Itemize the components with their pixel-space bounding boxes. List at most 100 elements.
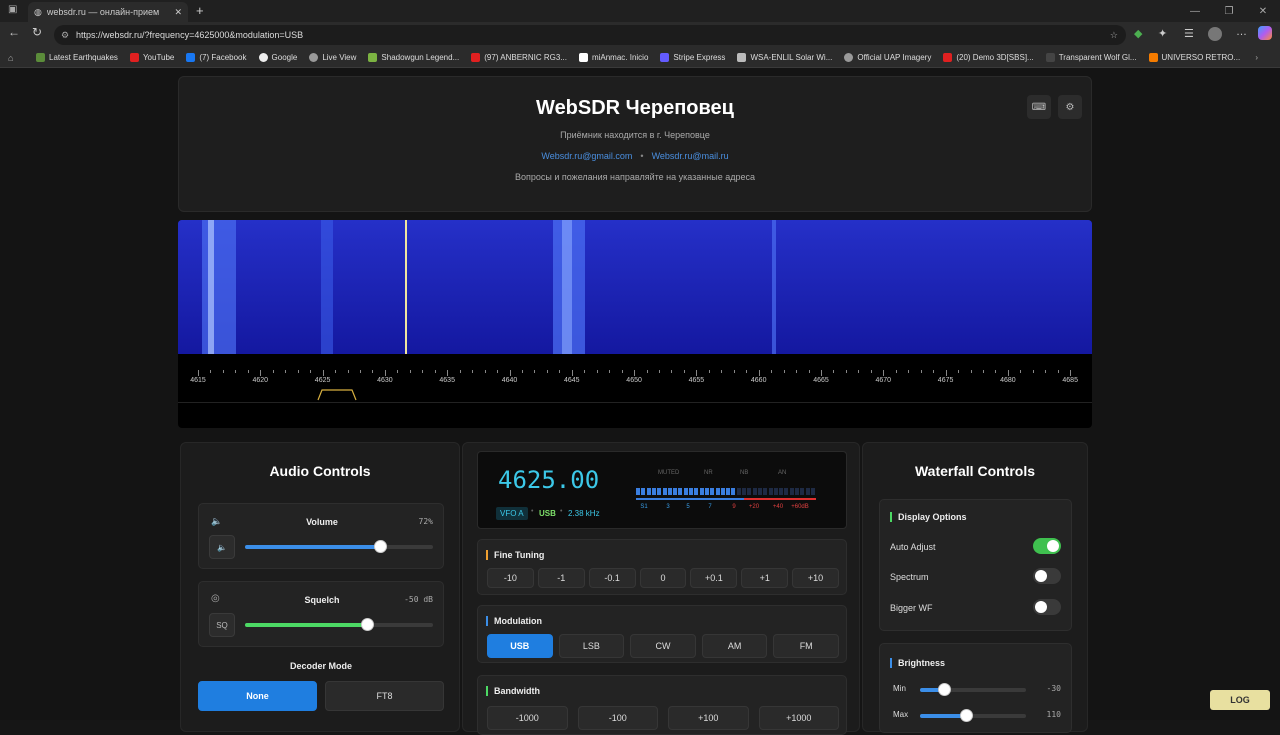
min-knob[interactable] [938, 683, 951, 696]
copilot-icon[interactable] [1258, 26, 1272, 40]
gear-icon: ⚙ [1065, 101, 1075, 113]
favorite-star-icon[interactable]: ☆ [1109, 29, 1118, 40]
mode-fm-button[interactable]: FM [773, 634, 839, 658]
bookmark-item[interactable]: Live View [303, 53, 362, 62]
close-tab-icon[interactable]: ✕ [174, 6, 182, 17]
passband-marker[interactable] [314, 388, 364, 402]
shield-extension-icon[interactable]: ◆ [1134, 28, 1143, 40]
scale-minor-tick [796, 370, 798, 373]
fine-tune-button[interactable]: -10 [487, 568, 534, 588]
decoder-none-button[interactable]: None [198, 681, 317, 711]
email-link-gmail[interactable]: Websdr.ru@gmail.com [541, 151, 633, 161]
bookmark-item[interactable]: WSA-ENLIL Solar Wi... [731, 53, 838, 62]
scale-major-tick [945, 370, 947, 376]
auto-adjust-toggle[interactable] [1033, 538, 1061, 554]
squelch-slider[interactable] [245, 618, 433, 631]
site-info-icon[interactable]: ⚙ [61, 29, 70, 40]
email-link-mail[interactable]: Websdr.ru@mail.ru [651, 151, 729, 161]
restore-icon[interactable]: ❐ [1224, 5, 1234, 17]
bookmark-item[interactable]: YouTube [124, 53, 180, 62]
min-label: Min [893, 684, 906, 693]
fine-tune-button[interactable]: -0.1 [588, 568, 636, 588]
squelch-knob[interactable] [361, 618, 375, 631]
squelch-button[interactable]: SQ [209, 613, 235, 637]
bookmarks-menu-icon[interactable]: ⌂ [8, 52, 14, 63]
volume-slider[interactable] [245, 540, 433, 553]
refresh-icon[interactable]: ↻ [32, 25, 43, 39]
scale-minor-tick [858, 370, 860, 373]
bookmark-item[interactable]: Official UAP Imagery [838, 53, 937, 62]
bookmarks-bar: ⌂ Latest Earthquakes YouTube (7) Faceboo… [0, 48, 1280, 68]
bookmark-item[interactable]: Google [253, 53, 304, 62]
location-subtitle: Приёмник находится в г. Череповце [560, 130, 710, 140]
frequency-readout[interactable]: 4625.00 [498, 466, 600, 494]
max-knob[interactable] [960, 709, 973, 722]
fine-tune-button[interactable]: +0.1 [690, 568, 738, 588]
bookmark-item[interactable]: Stripe Express [654, 53, 731, 62]
earthquake-icon [36, 53, 45, 62]
mode-cw-button[interactable]: CW [630, 634, 696, 658]
volume-knob[interactable] [374, 540, 388, 553]
bookmark-label: Stripe Express [673, 53, 726, 62]
url-text: https://websdr.ru/?frequency=4625000&mod… [76, 30, 304, 40]
decoder-ft8-button[interactable]: FT8 [325, 681, 444, 711]
bookmark-item[interactable]: Shadowgun Legend... [362, 53, 465, 62]
mode-am-button[interactable]: AM [701, 634, 768, 658]
bandwidth-button[interactable]: +1000 [758, 706, 839, 730]
brightness-min-slider[interactable] [920, 683, 1026, 696]
spectrum-toggle[interactable] [1033, 568, 1061, 584]
fine-tune-button[interactable]: 0 [639, 568, 687, 588]
bigger-wf-toggle[interactable] [1033, 599, 1061, 615]
bookmark-item[interactable]: Latest Earthquakes [30, 53, 124, 62]
bandwidth-button[interactable]: +100 [668, 706, 749, 730]
bookmark-item[interactable]: (97) ANBERNIC RG3... [465, 53, 573, 62]
settings-button[interactable]: ⚙ [1058, 95, 1082, 119]
bookmark-item[interactable]: miAnmac. Inicio [573, 53, 654, 62]
scale-minor-tick [1032, 370, 1034, 373]
url-field[interactable]: ⚙ https://websdr.ru/?frequency=4625000&m… [54, 25, 1126, 45]
profile-avatar[interactable] [1208, 27, 1222, 41]
new-tab-icon[interactable]: + [196, 3, 204, 18]
meter-scale-label: +60dB [791, 504, 809, 510]
bookmark-item[interactable]: UNIVERSO RETRO... [1143, 53, 1247, 62]
android-icon [368, 53, 378, 62]
bookmark-item[interactable]: (7) Facebook [180, 53, 252, 62]
scale-major-tick [198, 370, 199, 376]
menu-icon[interactable]: … [1236, 26, 1247, 38]
bookmark-item[interactable]: (20) Demo 3D[SBS]... [937, 53, 1039, 62]
scale-minor-tick [783, 370, 785, 373]
meter-scale-label: +40 [772, 504, 784, 510]
back-icon[interactable]: ← [8, 25, 20, 39]
favorites-icon[interactable]: ☰ [1184, 28, 1194, 40]
bookmark-item[interactable]: Transparent Wolf Gl... [1040, 53, 1143, 62]
mode-lsb-button[interactable]: LSB [558, 634, 625, 658]
bandwidth-button[interactable]: -1000 [487, 706, 568, 730]
extensions-icon[interactable]: ✦ [1158, 28, 1168, 40]
bookmark-label: Google [271, 53, 298, 62]
meter-segment [651, 488, 656, 495]
signal-band [321, 220, 333, 354]
meter-segment [773, 488, 778, 495]
mode-usb-button[interactable]: USB [487, 634, 553, 658]
minimize-icon[interactable]: — [1190, 5, 1200, 17]
tab-actions-icon[interactable]: ▣ [8, 4, 18, 15]
dot-separator: • [531, 508, 534, 515]
browser-tab[interactable]: ◍ websdr.ru — онлайн-прием ✕ [28, 2, 188, 22]
bandwidth-button[interactable]: -100 [577, 706, 658, 730]
waterfall-image[interactable] [178, 220, 1092, 354]
brightness-max-slider[interactable] [920, 709, 1026, 722]
fine-tune-button[interactable]: +1 [741, 568, 789, 588]
vfo-badge[interactable]: VFO A [496, 507, 528, 520]
close-window-icon[interactable]: ✕ [1258, 5, 1268, 17]
max-label: Max [893, 710, 909, 719]
waterfall-display[interactable]: 4615 4620 4625 4630 4635 4640 4645 4650 4655 4660… [178, 220, 1092, 428]
fine-tune-button[interactable]: -1 [537, 568, 585, 588]
mute-button[interactable]: 🔈 [209, 535, 235, 559]
more-bookmarks-icon[interactable]: › [1255, 53, 1258, 62]
bandwidth-indicator: 2.38 kHz [568, 509, 600, 518]
frequency-scale[interactable]: 4615 4620 4625 4630 4635 4640 4645 4650 4655 4660… [178, 370, 1092, 390]
fine-tuning-label: Fine Tuning [486, 550, 544, 560]
keyboard-button[interactable]: ⌨ [1027, 95, 1051, 119]
fine-tuning-card: Fine Tuning -10 -1 -0.1 0 +0.1 +1 +10 [477, 539, 847, 595]
fine-tune-button[interactable]: +10 [792, 568, 839, 588]
